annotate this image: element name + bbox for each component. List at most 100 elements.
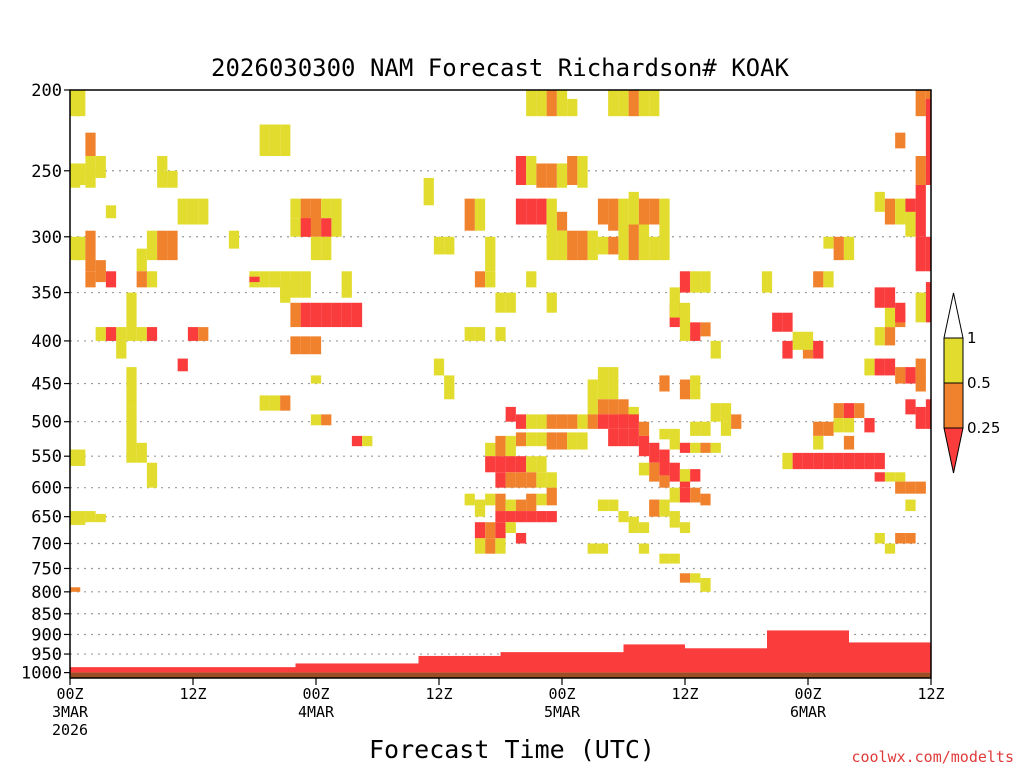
ri-cell	[321, 302, 332, 328]
ri-cell	[536, 198, 547, 225]
ri-cell	[884, 287, 896, 308]
ri-cell	[85, 170, 96, 188]
ri-cell	[136, 442, 147, 463]
ri-cell	[659, 428, 670, 440]
ri-cell	[792, 452, 803, 470]
y-tick-label: 850	[31, 605, 62, 625]
ri-cell	[505, 499, 516, 512]
ri-cell	[720, 403, 732, 422]
ri-cell	[157, 170, 168, 188]
ri-cell	[495, 435, 506, 457]
ri-cell	[884, 307, 896, 328]
ri-cell	[146, 327, 158, 341]
ri-cell	[577, 155, 588, 188]
ri-cell	[136, 248, 147, 272]
y-tick-label: 550	[31, 447, 62, 467]
ri-cell	[362, 435, 373, 447]
ri-cell	[526, 155, 537, 185]
ri-cell	[813, 340, 824, 359]
ri-cell	[75, 90, 86, 117]
ri-cell	[925, 98, 931, 185]
colorbar-label: 0.5	[967, 374, 991, 392]
ri-cell	[444, 375, 455, 400]
ri-cell	[577, 432, 588, 450]
ri-cell	[505, 292, 516, 313]
ri-cell	[157, 230, 168, 261]
ri-cell	[567, 98, 578, 117]
boundary-layer-band	[685, 648, 767, 673]
ri-cell	[690, 442, 701, 453]
ri-cell	[157, 155, 168, 171]
ri-cell	[813, 452, 824, 470]
ri-cell	[915, 406, 926, 429]
ri-cell	[464, 198, 475, 231]
ri-cell	[854, 452, 865, 470]
ri-cell	[843, 418, 855, 433]
ri-cell	[690, 421, 701, 436]
ri-cell	[915, 358, 926, 392]
ri-cell	[259, 395, 270, 411]
ri-cell	[444, 236, 455, 255]
ri-cell	[85, 230, 96, 272]
ri-cell	[290, 218, 301, 237]
ri-cell	[710, 442, 721, 453]
ri-cell	[638, 462, 650, 476]
ri-cell	[905, 198, 916, 237]
ri-cell	[597, 414, 609, 429]
ri-cell	[587, 543, 598, 554]
ri-cell	[823, 452, 834, 470]
ri-cell	[321, 218, 332, 237]
ri-cell	[895, 198, 906, 225]
ri-cell	[321, 198, 332, 219]
ri-cell	[700, 442, 711, 453]
ri-cell	[669, 553, 680, 564]
colorbar-label: 1	[967, 329, 977, 347]
ri-cell	[618, 224, 629, 261]
y-axis-ticks: 200 250 300 350 400 450 500 550 600 650 700 750 8008…	[21, 81, 70, 684]
y-tick-label: 1000	[21, 664, 62, 684]
ri-cell	[526, 271, 537, 288]
ri-cell	[536, 163, 547, 188]
ri-cell	[813, 421, 824, 436]
ri-cell	[515, 456, 527, 473]
ri-cell	[915, 292, 926, 323]
ri-cell	[638, 224, 650, 261]
x-tick-label: 5MAR	[544, 703, 581, 721]
ri-cell	[659, 449, 670, 476]
ri-cell	[146, 230, 158, 261]
ri-cell	[597, 236, 609, 255]
ri-cell	[515, 499, 527, 512]
ri-cell	[823, 421, 834, 436]
y-tick-label: 650	[31, 508, 62, 528]
boundary-layer-band	[70, 667, 173, 673]
ri-cell	[915, 184, 926, 237]
ri-cell	[75, 511, 86, 525]
ri-cell	[659, 499, 670, 517]
y-tick-label: 750	[31, 559, 62, 579]
ri-cell	[495, 511, 506, 523]
x-tick-label: 6MAR	[790, 703, 827, 721]
ri-cell	[187, 198, 199, 225]
ri-cell	[720, 421, 732, 436]
ri-cell	[618, 511, 629, 523]
ri-cell	[331, 302, 342, 328]
ri-cell	[915, 155, 926, 185]
ri-cell	[495, 522, 506, 539]
ri-cell	[813, 271, 824, 288]
ri-cell	[649, 236, 660, 261]
ri-cell	[649, 462, 660, 482]
ri-cell	[515, 198, 527, 225]
ri-cell	[464, 493, 475, 506]
ri-cell	[526, 90, 537, 117]
ri-cell	[884, 358, 896, 376]
ri-cell	[526, 493, 537, 512]
colorbar-swatch-low	[943, 382, 964, 429]
ri-cell	[474, 522, 486, 539]
x-tick-label: 12Z	[425, 685, 452, 703]
ri-cell	[597, 543, 609, 554]
ri-cell	[874, 287, 885, 308]
ri-cell	[833, 236, 844, 261]
ri-cell	[423, 177, 434, 206]
ri-cell	[198, 198, 209, 225]
